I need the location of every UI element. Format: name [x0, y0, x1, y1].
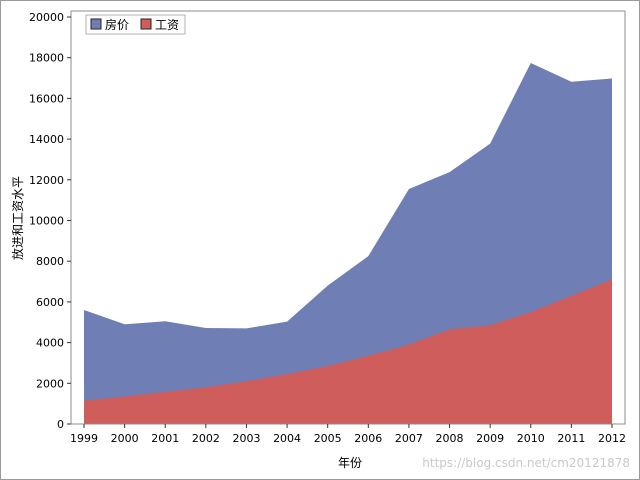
legend-box [85, 14, 186, 35]
legend-swatch [140, 18, 152, 30]
x-tick-label: 2002 [192, 432, 220, 445]
x-tick-label: 2005 [314, 432, 342, 445]
legend-label: 工资 [155, 18, 179, 32]
x-tick-label: 2009 [476, 432, 504, 445]
x-tick-label: 2001 [151, 432, 179, 445]
x-tick-label: 2012 [598, 432, 626, 445]
y-tick-label: 0 [57, 418, 64, 431]
area-series-group [84, 62, 612, 425]
y-tick-label: 10000 [29, 215, 64, 228]
legend-label: 房价 [105, 17, 129, 32]
y-tick-label: 20000 [29, 11, 64, 24]
plot-area-border [70, 10, 626, 425]
x-tick-label: 2010 [517, 432, 545, 445]
x-tick-label: 2004 [273, 432, 301, 445]
y-tick-label: 12000 [29, 174, 64, 187]
x-tick-label: 2000 [111, 432, 139, 445]
y-tick-label: 8000 [36, 255, 64, 268]
y-tick-label: 16000 [29, 92, 64, 105]
x-tick-label: 2008 [436, 432, 464, 445]
y-tick-label: 18000 [29, 52, 64, 65]
x-axis-label: 年份 [338, 456, 362, 470]
x-tick-label: 2007 [395, 432, 423, 445]
y-tick-label: 14000 [29, 133, 64, 146]
y-tick-label: 6000 [36, 296, 64, 309]
y-tick-label: 4000 [36, 337, 64, 350]
x-tick-label: 2006 [354, 432, 382, 445]
x-axis: 1999 2000 2001 2002 2003 2004 2005 2006 2007 2008… [70, 424, 626, 445]
legend-swatch [90, 18, 102, 30]
legend: 房价 工资 [85, 14, 186, 35]
x-tick-label: 1999 [70, 432, 98, 445]
y-axis: 0 2000 4000 6000 8000 10000 12000 14000 16000 180… [29, 11, 71, 431]
y-axis-label: 放进和工资水平 [10, 176, 25, 260]
watermark-text: https://blog.csdn.net/cm20121878 [422, 456, 630, 470]
x-tick-label: 2011 [557, 432, 585, 445]
y-tick-label: 2000 [36, 377, 64, 390]
x-tick-label: 2003 [232, 432, 260, 445]
area-series-1 [84, 279, 612, 424]
